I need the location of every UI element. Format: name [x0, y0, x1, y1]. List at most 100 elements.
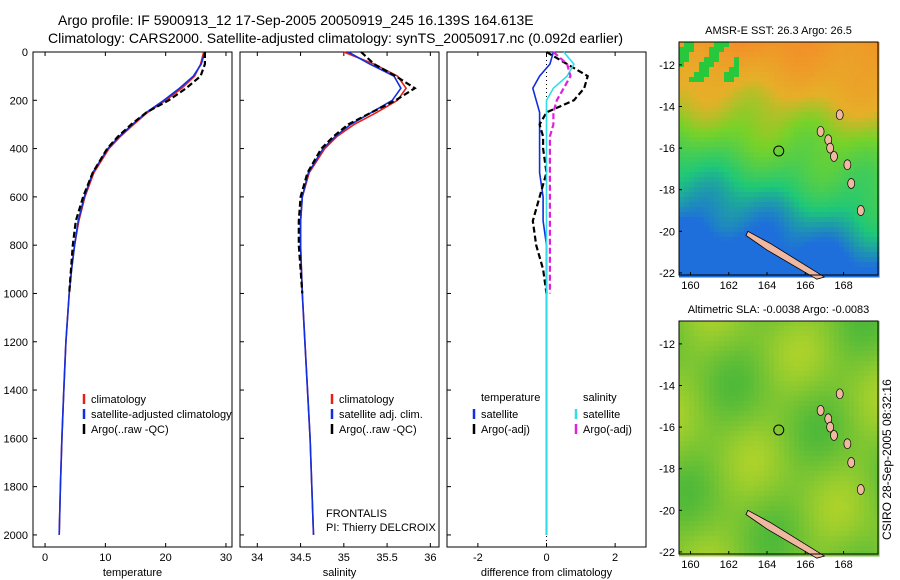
sla-map-cell: [774, 426, 780, 432]
sla-map-cell: [864, 436, 870, 442]
sla-map-cell: [864, 406, 870, 412]
sla-map-cell: [754, 436, 760, 442]
sla-map-cell: [799, 361, 805, 367]
sst-map-cell: [694, 82, 700, 88]
sst-map-cell: [759, 202, 765, 208]
sla-map-cell: [694, 486, 700, 492]
sla-map-cell: [754, 456, 760, 462]
sst-map-cell: [734, 152, 740, 158]
sla-map-cell: [689, 321, 695, 327]
sst-map-cell: [749, 212, 755, 218]
sst-map-cell: [734, 247, 740, 253]
sst-map-cell: [869, 47, 875, 53]
sla-map-cell: [819, 501, 825, 507]
sla-map-cell: [769, 426, 775, 432]
sla-map-cell: [709, 346, 715, 352]
sla-map-cell: [759, 371, 765, 377]
sla-map-cell: [739, 536, 745, 542]
sst-map-cell: [684, 147, 690, 153]
sla-map-cell: [839, 441, 845, 447]
sla-map-cell: [704, 526, 710, 532]
sla-map-island-small: [856, 484, 865, 495]
sst-map-cell: [839, 227, 845, 233]
sst-map-cell: [779, 62, 785, 68]
sla-map-cell: [819, 381, 825, 387]
sla-map-cell: [679, 381, 685, 387]
sla-map-cell: [764, 346, 770, 352]
sst-map-cell: [849, 127, 855, 133]
sla-map-cell: [779, 331, 785, 337]
sla-map-cell: [779, 481, 785, 487]
sst-map-cell: [759, 207, 765, 213]
sal-legend-label: climatology: [339, 394, 395, 406]
sst-map-cell: [724, 212, 730, 218]
sst-map-cell: [754, 92, 760, 98]
sst-map-cell: [749, 47, 755, 53]
sla-map-cell: [709, 441, 715, 447]
sla-map-cell: [804, 516, 810, 522]
sla-map-cell: [754, 461, 760, 467]
sst-map-cell: [859, 107, 865, 113]
sst-map-cell: [739, 262, 745, 268]
sst-map-cell: [774, 122, 780, 128]
sst-map-ytick-label: -18: [659, 185, 675, 197]
sst-map-cell: [809, 192, 815, 198]
sla-map-cell: [849, 411, 855, 417]
sla-map-cell: [689, 536, 695, 542]
sst-map-cell: [769, 232, 775, 238]
sla-map-cell: [754, 431, 760, 437]
sla-map-cell: [709, 456, 715, 462]
sst-map-cell: [744, 72, 750, 78]
sst-map-cell: [829, 92, 835, 98]
sst-map-cell: [794, 97, 800, 103]
sla-map-cell: [754, 426, 760, 432]
sla-map-cell: [729, 411, 735, 417]
sla-map-cell: [864, 481, 870, 487]
sst-map-cell: [854, 212, 860, 218]
sst-map-cell: [699, 62, 705, 68]
sst-map-cell: [739, 237, 745, 243]
sla-map-cell: [709, 486, 715, 492]
sla-map-cell: [699, 456, 705, 462]
sla-map-cell: [709, 336, 715, 342]
sst-map-cell: [869, 217, 875, 223]
sst-map-cell: [804, 257, 810, 263]
sst-map-cell: [834, 122, 840, 128]
sla-map-cell: [699, 511, 705, 517]
sla-map-cell: [704, 441, 710, 447]
sla-map-cell: [729, 496, 735, 502]
sla-map-cell: [824, 346, 830, 352]
sst-map-cell: [754, 167, 760, 173]
sla-map-cell: [824, 326, 830, 332]
sst-map-cell: [834, 267, 840, 273]
sla-map-cell: [754, 531, 760, 537]
sst-map-cell: [824, 87, 830, 93]
sst-map-cell: [799, 92, 805, 98]
sst-map-cell: [749, 222, 755, 228]
sst-map-cell: [874, 82, 880, 88]
sla-map-cell: [859, 331, 865, 337]
sla-map-cell: [814, 321, 820, 327]
sla-map-cell: [744, 476, 750, 482]
sla-map-cell: [719, 431, 725, 437]
sla-map-cell: [784, 491, 790, 497]
sla-map-cell: [789, 421, 795, 427]
sst-map-cell: [864, 112, 870, 118]
sst-map-cell: [834, 177, 840, 183]
sla-map-cell: [684, 546, 690, 552]
sla-map-cell: [784, 386, 790, 392]
sst-map-cell: [684, 62, 690, 68]
sla-map-cell: [804, 336, 810, 342]
sla-map-cell: [719, 346, 725, 352]
sst-map-cell: [799, 227, 805, 233]
sst-map-cell: [679, 122, 685, 128]
sal-annotation-line: FRONTALIS: [326, 508, 387, 520]
sst-map-cell: [754, 192, 760, 198]
sla-map-cell: [764, 421, 770, 427]
sst-map-cell: [799, 182, 805, 188]
diff-legend-title-temperature: temperature: [481, 392, 540, 404]
sla-map-cell: [789, 406, 795, 412]
sst-map-cell: [834, 52, 840, 58]
sla-map-cell: [874, 321, 880, 327]
sla-map-cell: [829, 326, 835, 332]
